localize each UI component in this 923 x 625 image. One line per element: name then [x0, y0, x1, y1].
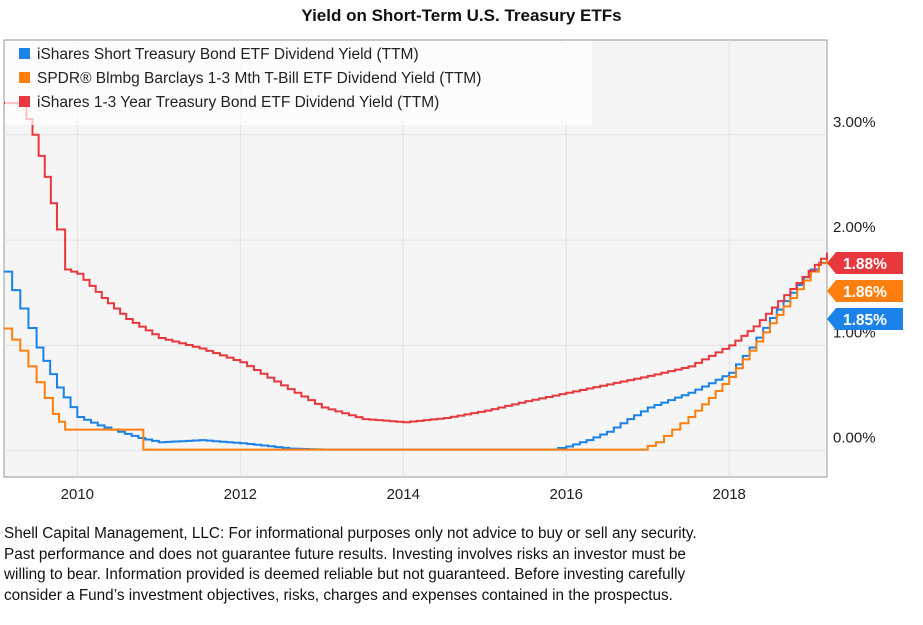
y-tick-label: 3.00% [833, 114, 876, 131]
y-tick-label: 0.00% [833, 430, 876, 447]
disclaimer-line: willing to bear. Information provided is… [4, 566, 686, 583]
y-tick-label: 2.00% [833, 219, 876, 236]
legend-label: iShares Short Treasury Bond ETF Dividend… [37, 46, 419, 63]
disclaimer-line: Past performance and does not guarantee … [4, 545, 686, 563]
legend-swatch [19, 72, 30, 83]
x-tick-label: 2010 [61, 486, 94, 503]
series-line [4, 254, 828, 451]
x-tick-label: 2018 [713, 486, 746, 503]
end-value-label: 1.85% [843, 312, 887, 329]
disclaimer-line: consider a Fund’s investment objectives,… [4, 586, 673, 604]
disclaimer: Shell Capital Management, LLC: For infor… [4, 524, 919, 606]
chart-title: Yield on Short-Term U.S. Treasury ETFs [301, 6, 622, 25]
legend-background [5, 41, 592, 125]
end-value-badge [827, 280, 903, 302]
series-line [4, 102, 828, 424]
end-value-badge [827, 308, 903, 330]
legend-swatch [19, 48, 30, 59]
chart: 2010 2012 2014 2016 20180.00%1.00%2.00%3.00%… [3, 39, 903, 503]
legend-label: iShares 1-3 Year Treasury Bond ETF Divid… [37, 94, 439, 111]
legend: iShares Short Treasury Bond ETF Dividend… [5, 41, 592, 125]
end-value-label: 1.86% [843, 284, 887, 301]
end-value-badge [827, 252, 903, 274]
end-value-label: 1.88% [843, 256, 887, 273]
x-tick-label: 2016 [550, 486, 583, 503]
legend-swatch [19, 96, 30, 107]
x-tick-label: 2012 [224, 486, 257, 503]
legend-label: SPDR® Blmbg Barclays 1-3 Mth T-Bill ETF … [37, 70, 481, 87]
x-tick-label: 2014 [387, 486, 420, 503]
disclaimer-line: Shell Capital Management, LLC: For infor… [4, 525, 697, 542]
